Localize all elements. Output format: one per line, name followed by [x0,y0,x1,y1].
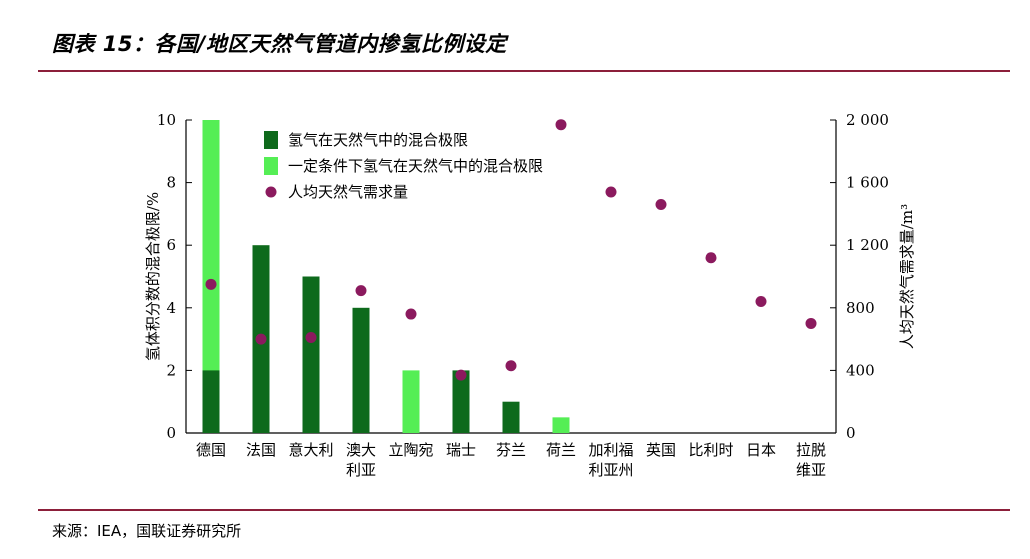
right-tick-label: 2 000 [846,111,889,129]
demand-point [255,333,267,345]
category-label: 日本 [746,441,776,459]
category-label: 瑞士 [446,441,476,459]
demand-point [305,332,317,344]
bar-blend-limit [502,401,520,433]
category-label: 维亚 [796,461,826,479]
left-tick-label: 6 [166,236,176,254]
category-label: 立陶宛 [388,441,433,459]
demand-point [755,296,767,308]
category-label: 意大利 [288,441,333,459]
demand-point [605,186,617,198]
demand-point [455,369,467,381]
source-note: 来源：IEA，国联证券研究所 [52,522,242,540]
left-axis-title: 氢体积分数的混合极限/% [144,192,162,361]
bar-blend-limit [202,370,220,433]
bar-blend-limit [452,370,470,433]
category-label: 利亚州 [588,461,633,479]
plot-area: 0 2 4 6 8 10 0 400 800 1 200 1 600 2 000 氢体积分数的混合极限/… [144,111,916,479]
category-label: 法国 [246,441,276,459]
legend-swatch-blend-limit [264,131,278,149]
category-label: 加利福 [588,441,633,459]
bar-conditional-limit [552,417,570,433]
category-label: 利亚 [346,461,376,479]
demand-point [555,119,567,131]
right-axis-title: 人均天然气需求量/m³ [898,204,916,349]
bar-blend-limit [352,307,370,433]
legend-label-blend-limit: 氢气在天然气中的混合极限 [288,131,468,149]
left-tick-label: 2 [166,361,176,379]
demand-point [355,285,367,297]
bar-conditional-limit [202,120,220,433]
bottom-divider [38,509,1010,511]
right-tick-label: 400 [846,361,875,379]
bar-conditional-limit [402,370,420,433]
right-tick-label: 0 [846,424,856,442]
category-label: 澳大 [346,441,376,459]
demand-point [505,360,517,372]
legend-label-conditional-limit: 一定条件下氢气在天然气中的混合极限 [288,157,543,175]
title-bar: 图表 15：各国/地区天然气管道内掺氢比例设定 [0,0,1030,72]
category-label: 拉脱 [796,441,826,459]
right-tick-label: 800 [846,299,875,317]
left-tick-label: 10 [157,111,176,129]
legend-swatch-demand [265,186,277,198]
bar-blend-limit [302,276,320,433]
category-label: 英国 [646,441,676,459]
top-divider [38,70,1010,72]
demand-point [805,317,817,329]
left-tick-label: 0 [166,424,176,442]
left-tick-label: 8 [166,174,176,192]
right-tick-label: 1 600 [846,174,889,192]
demand-point [655,199,667,211]
right-tick-label: 1 200 [846,236,889,254]
demand-point [405,308,417,320]
category-label: 芬兰 [496,441,526,459]
legend-label-demand: 人均天然气需求量 [288,183,408,201]
demand-point [205,278,217,290]
category-label: 比利时 [688,441,733,459]
page-title: 图表 15：各国/地区天然气管道内掺氢比例设定 [52,32,507,56]
category-label: 德国 [196,441,226,459]
category-label: 荷兰 [546,441,576,459]
demand-point [705,252,717,264]
left-tick-label: 4 [166,299,176,317]
legend-swatch-conditional-limit [264,157,278,175]
